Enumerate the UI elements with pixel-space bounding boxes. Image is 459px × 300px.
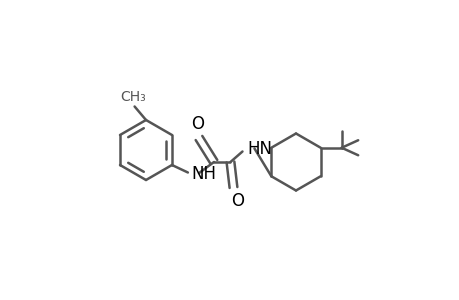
Text: O: O xyxy=(190,115,203,133)
Text: NH: NH xyxy=(191,165,216,183)
Text: HN: HN xyxy=(246,140,271,158)
Text: CH₃: CH₃ xyxy=(120,90,146,104)
Text: O: O xyxy=(231,192,244,210)
